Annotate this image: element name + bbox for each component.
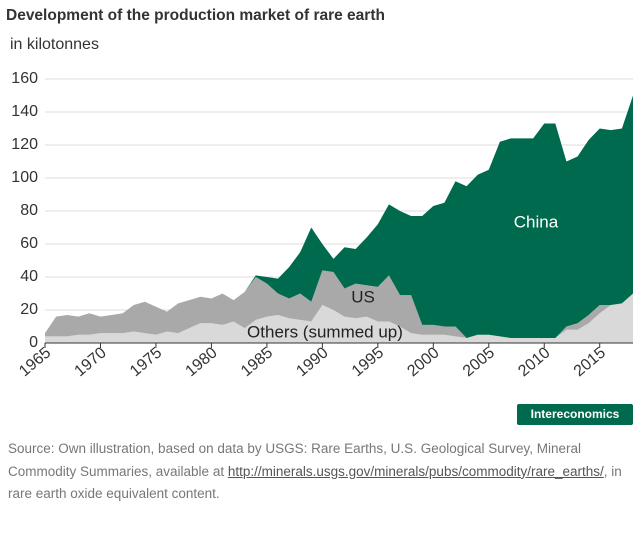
y-tick-label: 60 bbox=[20, 235, 38, 252]
x-tick-label: 1980 bbox=[183, 344, 221, 380]
area bbox=[45, 293, 633, 343]
x-tick-label: 1975 bbox=[127, 344, 165, 380]
y-tick-label: 140 bbox=[11, 103, 38, 120]
series-label: US bbox=[351, 287, 375, 306]
source-link[interactable]: http://minerals.usgs.gov/minerals/pubs/c… bbox=[227, 463, 604, 479]
chart-title: Development of the production market of … bbox=[6, 7, 385, 24]
source-text: , in rare earth oxide equivalent content… bbox=[8, 463, 622, 502]
area bbox=[45, 95, 633, 339]
x-tick-label: 1995 bbox=[349, 344, 387, 380]
x-tick-label: 2015 bbox=[571, 344, 609, 380]
chart: Development of the production market of … bbox=[6, 7, 633, 425]
y-tick-label: 120 bbox=[11, 136, 38, 153]
y-tick-label: 40 bbox=[20, 268, 38, 285]
series-label: China bbox=[514, 212, 559, 231]
y-tick-label: 80 bbox=[20, 202, 38, 219]
y-tick-label: 20 bbox=[20, 301, 38, 318]
x-tick-label: 1970 bbox=[72, 344, 110, 380]
x-tick-label: 1985 bbox=[238, 344, 276, 380]
series-label: Others (summed up) bbox=[247, 322, 403, 341]
y-tick-label: 0 bbox=[29, 334, 38, 351]
brand-badge bbox=[517, 404, 633, 425]
source-text: Source: Own illustration, based on data … bbox=[8, 441, 582, 479]
y-tick-label: 100 bbox=[11, 169, 38, 186]
brand-label: Intereconomics bbox=[531, 407, 620, 421]
y-tick-label: 160 bbox=[11, 70, 38, 87]
x-tick-label: 2010 bbox=[515, 344, 553, 380]
source-note: Source: Own illustration, based on data … bbox=[8, 438, 628, 506]
x-tick-label: 2000 bbox=[404, 344, 442, 380]
chart-subtitle: in kilotonnes bbox=[10, 36, 99, 53]
x-tick-label: 1990 bbox=[293, 344, 331, 380]
x-tick-label: 2005 bbox=[460, 344, 498, 380]
area bbox=[45, 270, 633, 339]
